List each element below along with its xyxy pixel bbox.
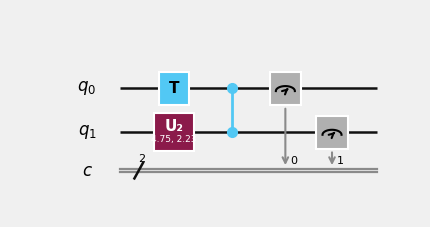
Text: 4.75, 2.23: 4.75, 2.23	[151, 136, 197, 144]
Text: T: T	[169, 81, 179, 96]
Text: 1: 1	[337, 156, 344, 166]
Text: $q_1$: $q_1$	[77, 123, 97, 141]
Text: 2: 2	[138, 154, 145, 164]
Text: U₂: U₂	[164, 119, 183, 134]
Bar	[316, 116, 348, 149]
Text: $c$: $c$	[82, 162, 92, 180]
Bar	[270, 72, 301, 105]
Text: 0: 0	[290, 156, 297, 166]
Bar	[159, 72, 189, 105]
Text: $q_0$: $q_0$	[77, 79, 97, 97]
Bar	[154, 113, 194, 151]
